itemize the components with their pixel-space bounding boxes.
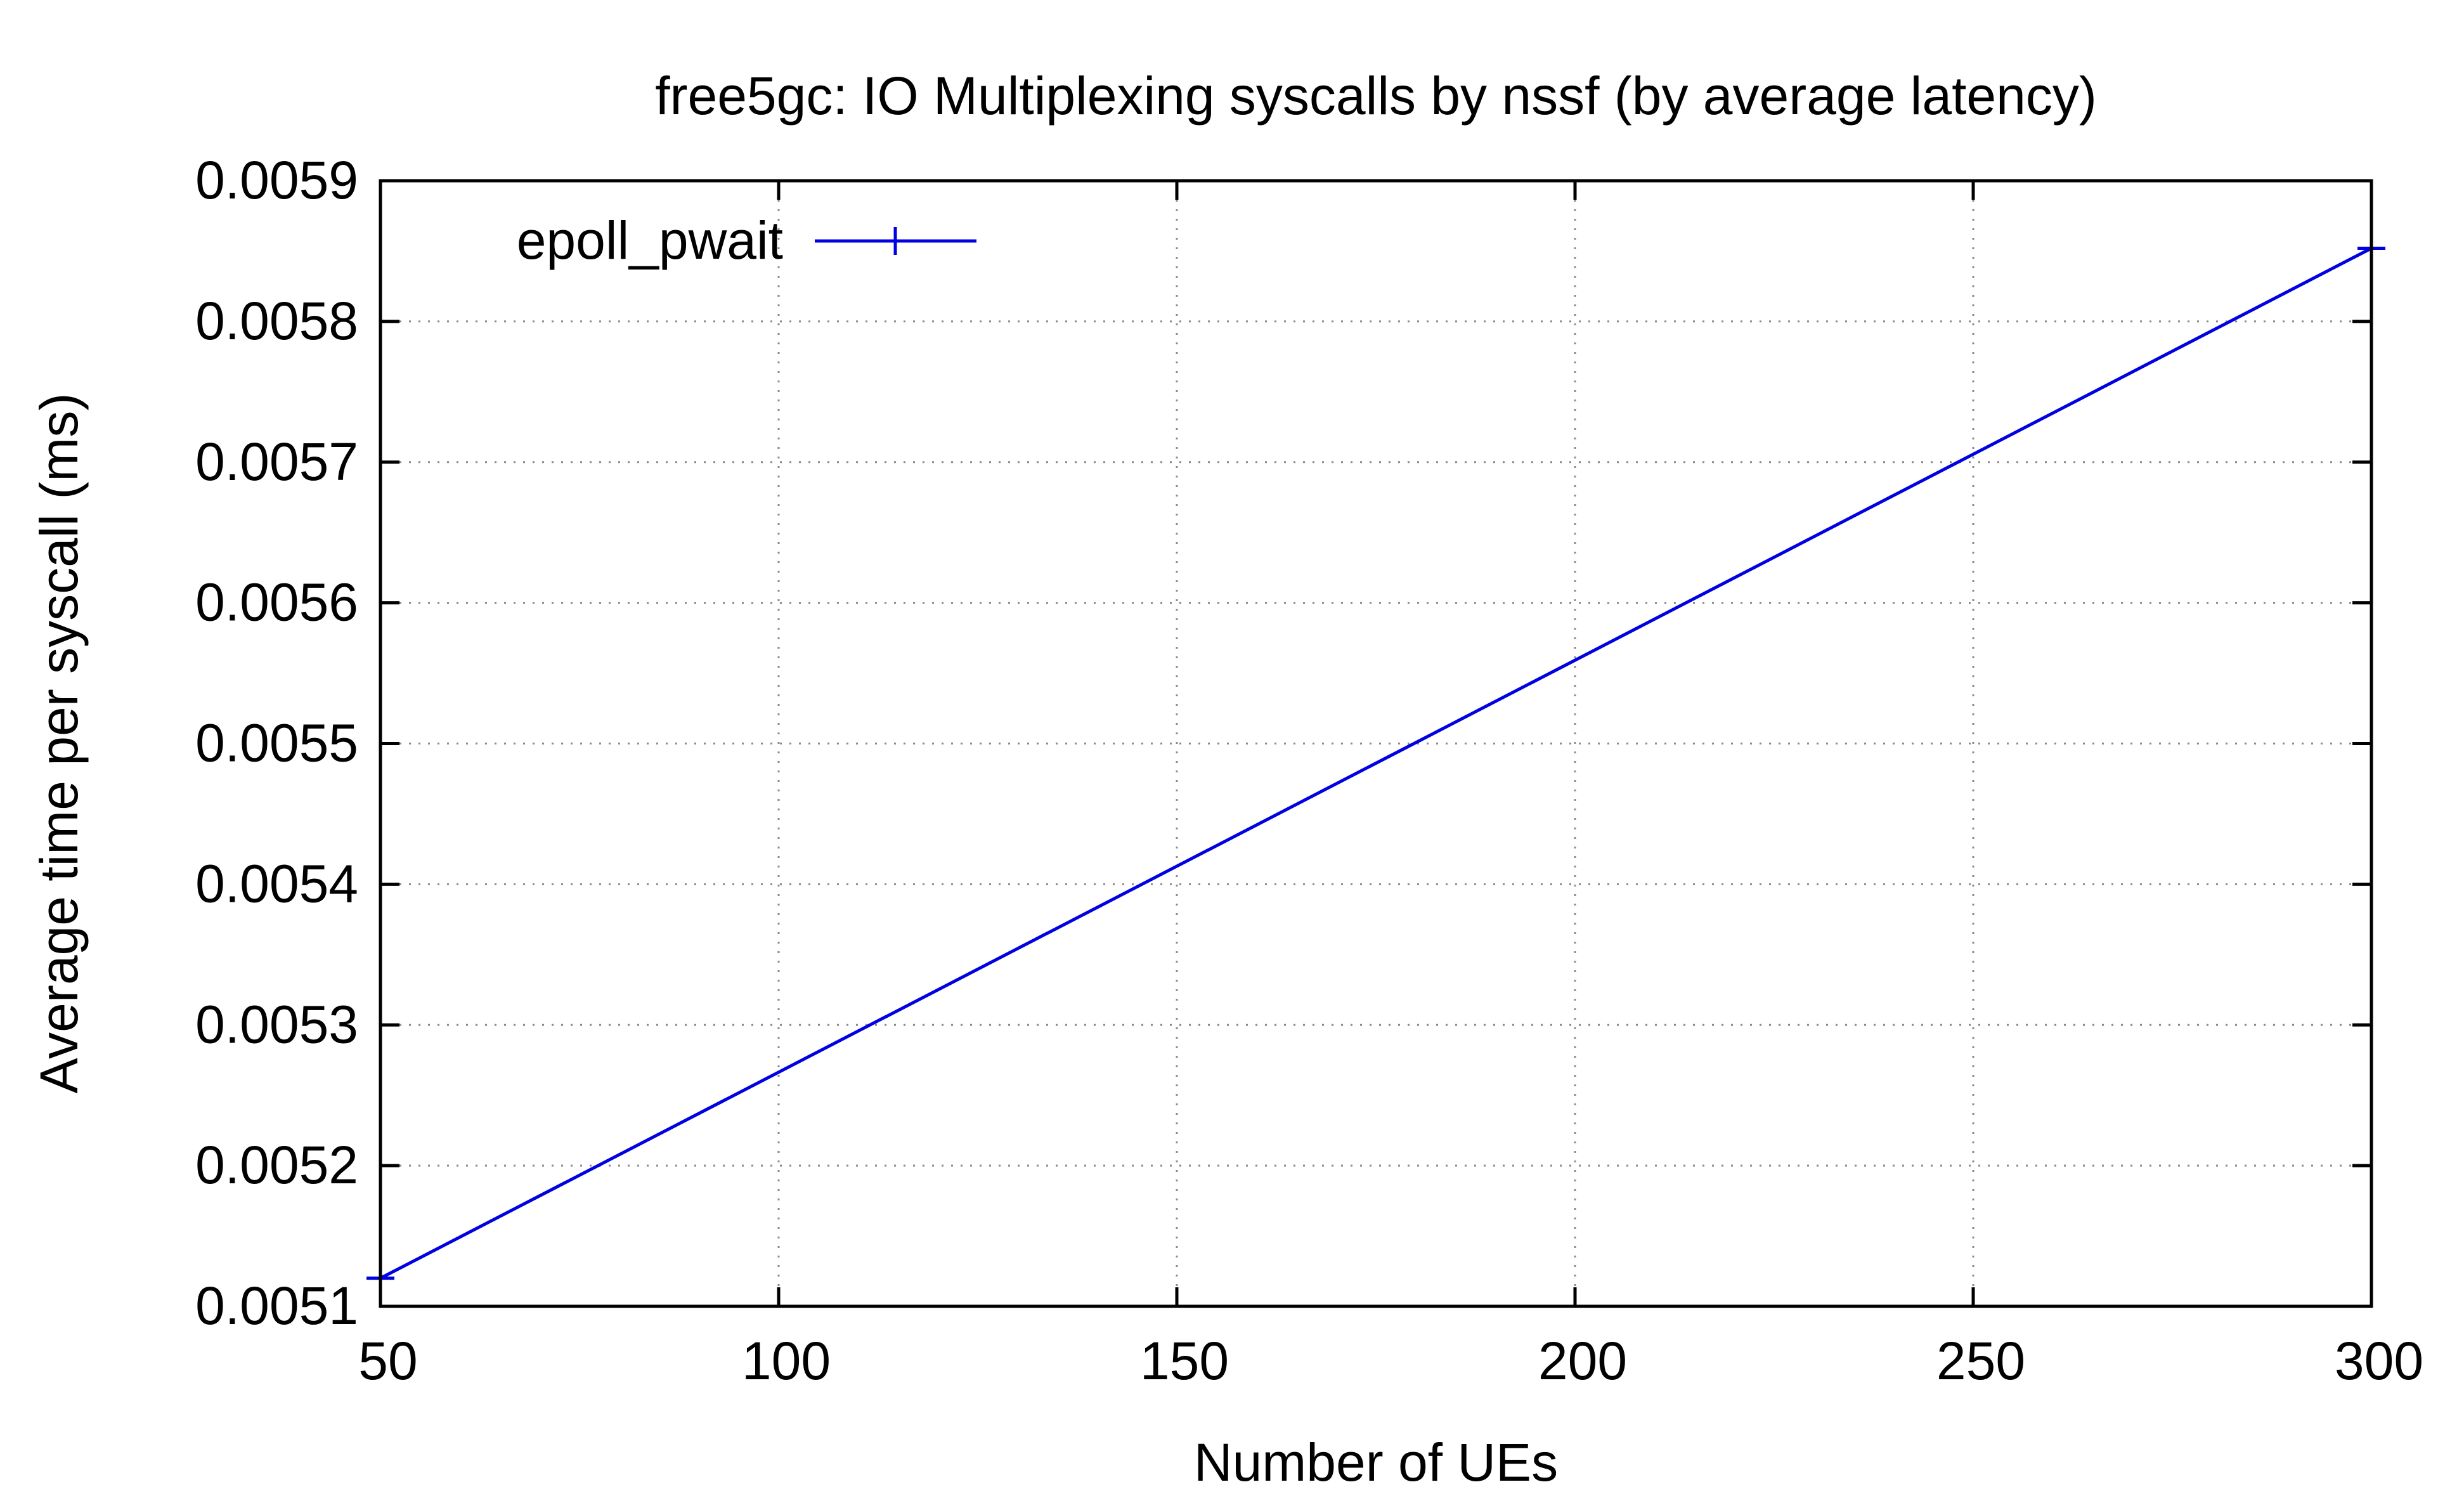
x-axis-label: Number of UEs: [1194, 1433, 1558, 1492]
grid-lines: [380, 181, 2371, 1306]
y-tick-label: 0.0058: [195, 291, 358, 351]
x-tick-label: 150: [1140, 1331, 1229, 1391]
y-axis-label: Average time per syscall (ms): [29, 393, 89, 1094]
x-tick-label: 200: [1538, 1331, 1627, 1391]
tick-labels: 0.0051 0.0052 0.0053 0.0054 0.0055 0.0056 0.00…: [195, 150, 2423, 1391]
legend-label: epoll_pwait: [517, 211, 783, 270]
x-tick-label: 100: [742, 1331, 831, 1391]
y-tick-label: 0.0054: [195, 854, 358, 913]
y-tick-label: 0.0057: [195, 432, 358, 491]
y-tick-label: 0.0056: [195, 573, 358, 632]
series-line-epoll_pwait: [379, 247, 2373, 1280]
y-tick-label: 0.0051: [195, 1276, 358, 1335]
y-tick-label: 0.0059: [195, 150, 358, 210]
y-tick-label: 0.0053: [195, 994, 358, 1054]
chart-title: free5gc: IO Multiplexing syscalls by nss…: [655, 66, 2097, 126]
plot-frame: [379, 179, 2373, 1308]
y-tick-label: 0.0055: [195, 713, 358, 773]
x-tick-label: 300: [2335, 1331, 2423, 1391]
legend: epoll_pwait: [517, 211, 976, 270]
y-tick-label: 0.0052: [195, 1135, 358, 1195]
x-tick-label: 50: [358, 1331, 417, 1391]
x-tick-label: 250: [1936, 1331, 2025, 1391]
